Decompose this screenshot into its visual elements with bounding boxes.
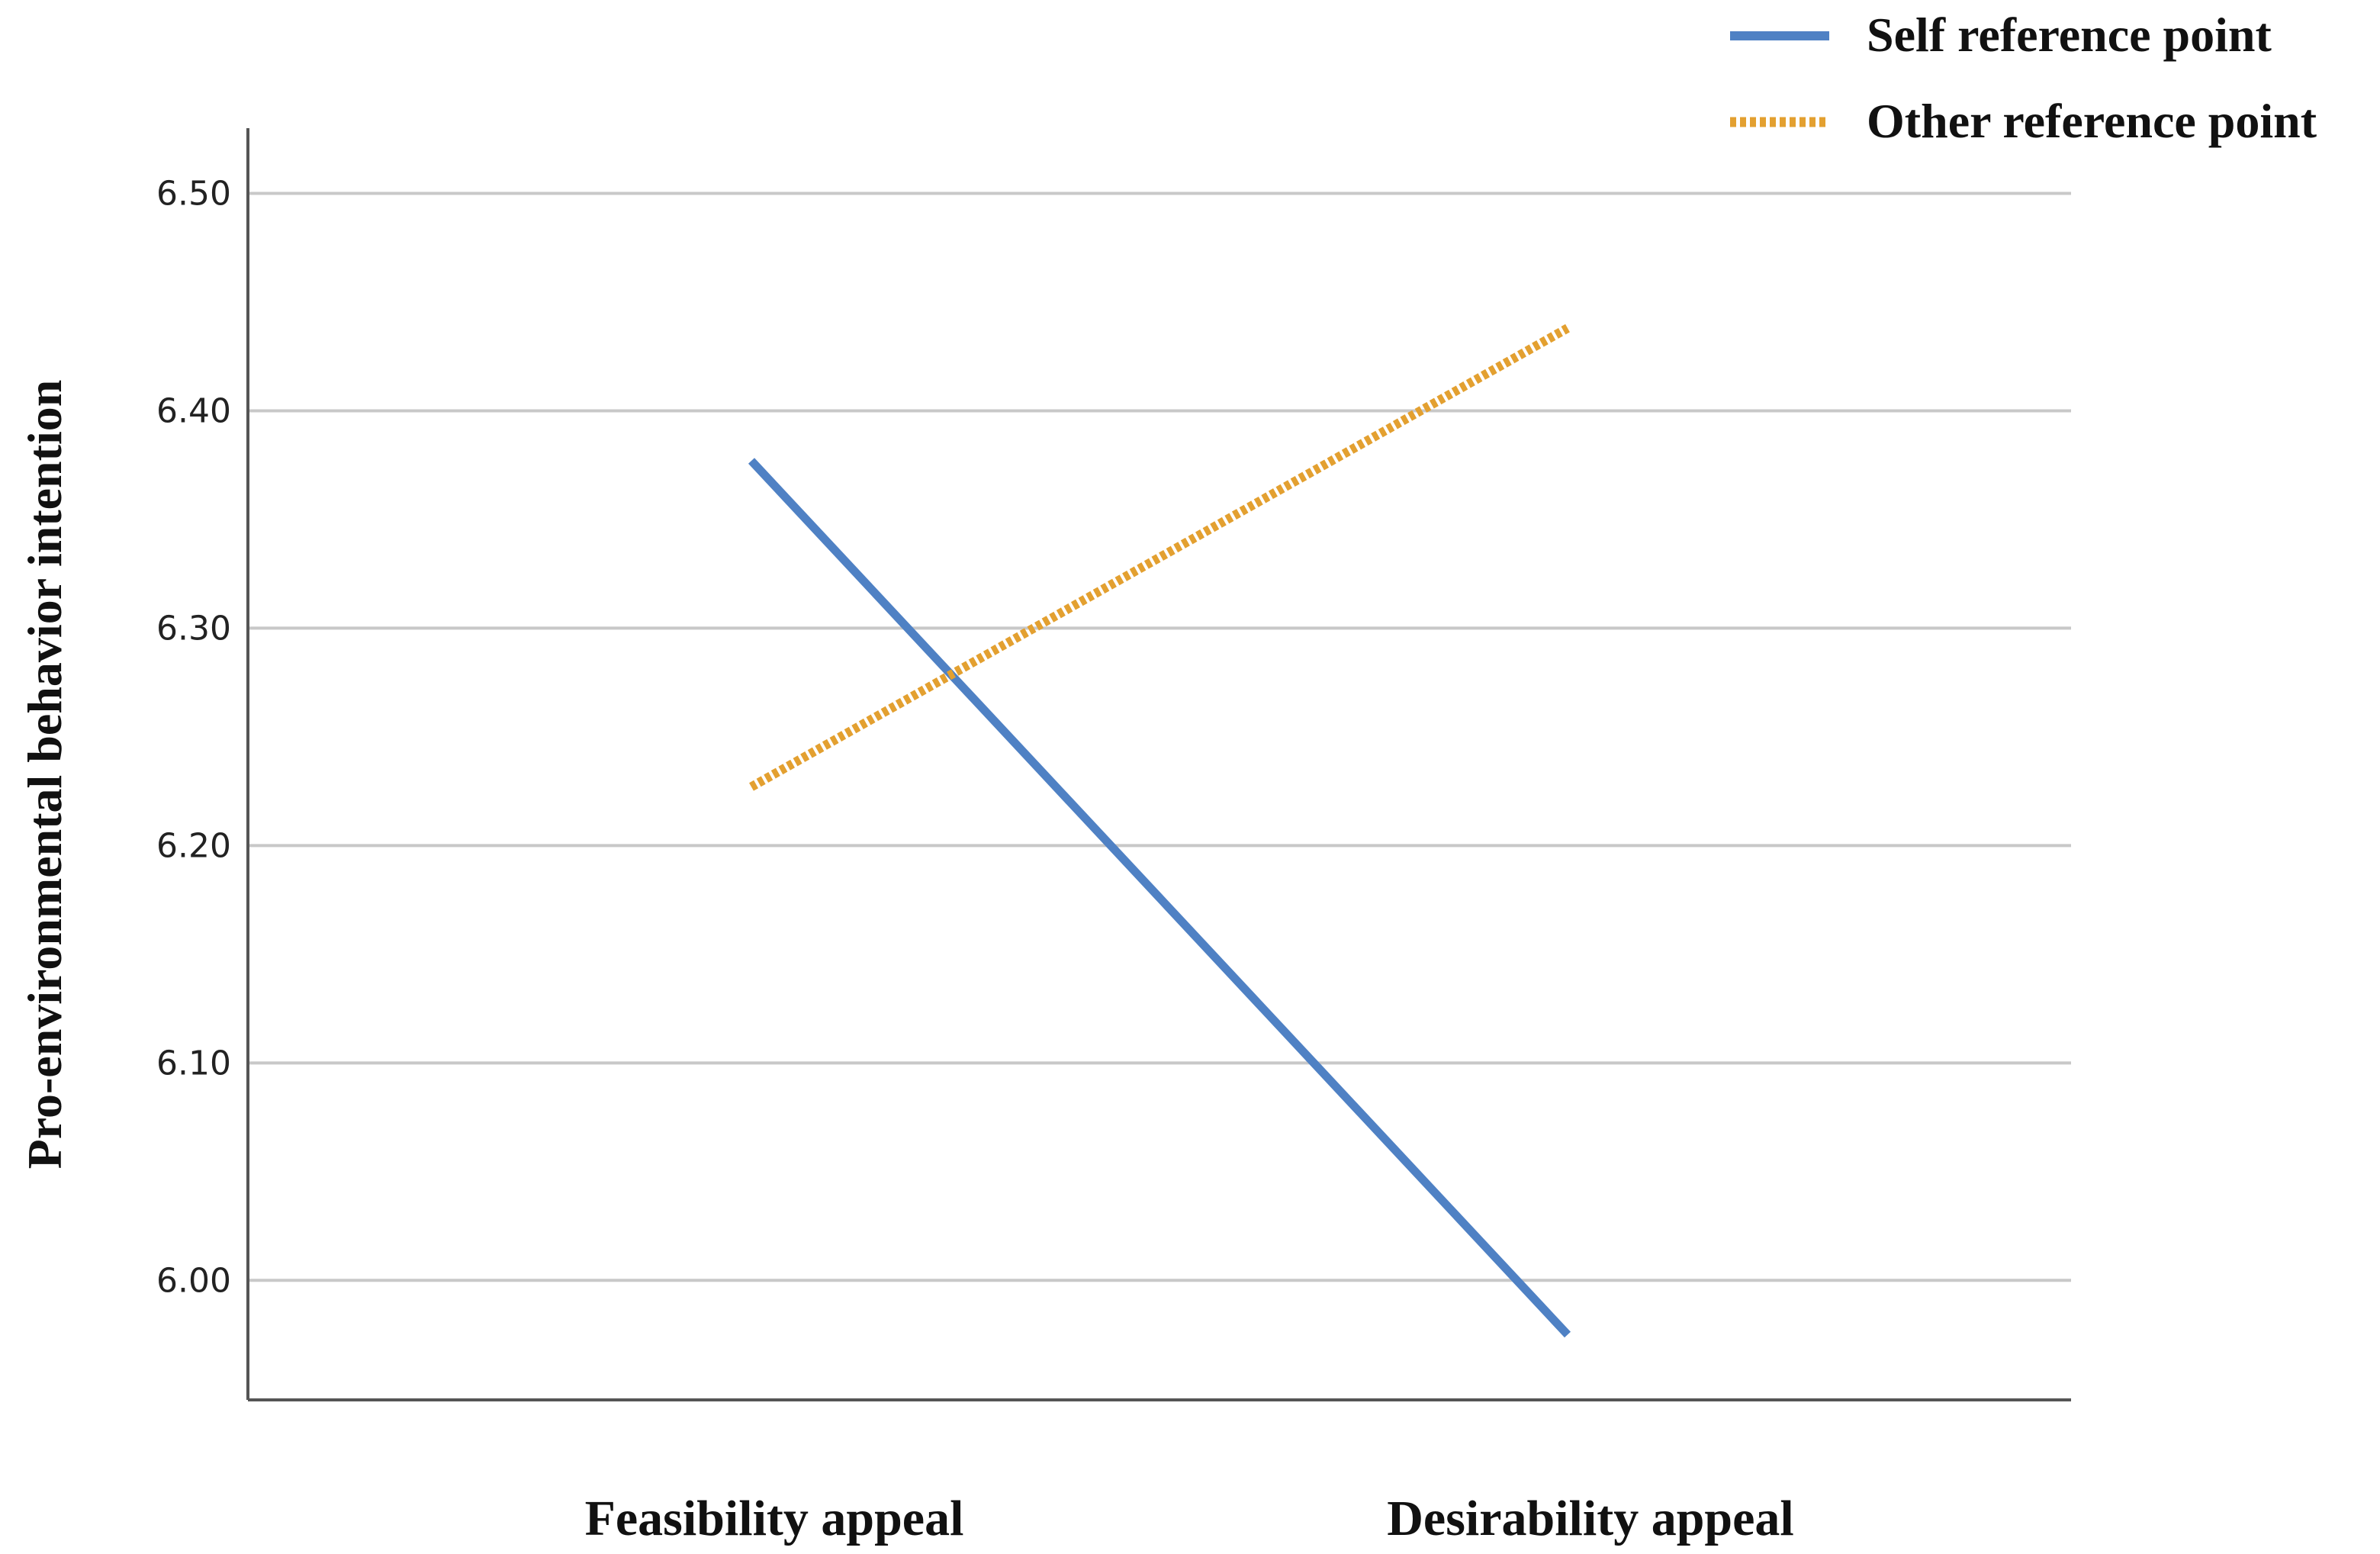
y-tick-label: 6.30 [156, 609, 231, 648]
legend-label-other: Other reference point [1867, 94, 2317, 148]
series-line-self [748, 458, 1571, 1338]
y-tick-label: 6.10 [156, 1044, 231, 1083]
series-line-other [749, 323, 1570, 791]
y-tick-label: 6.20 [156, 826, 231, 865]
y-tick-label: 6.40 [156, 391, 231, 430]
x-category-label: Desirability appeal [1387, 1491, 1794, 1546]
series-lines [748, 323, 1571, 1338]
y-tick-label: 6.50 [156, 174, 231, 213]
x-category-label: Feasibility appeal [585, 1491, 964, 1546]
legend-label-self: Self reference point [1867, 8, 2272, 62]
y-tick-label: 6.00 [156, 1261, 231, 1300]
legend: Self reference point Other reference poin… [1730, 8, 2317, 148]
y-tick-labels: 6.00 6.10 6.20 6.30 6.40 6.50 [156, 174, 231, 1300]
gridlines [248, 191, 2071, 1282]
x-category-labels: Feasibility appeal Desirability appeal [585, 1491, 1794, 1546]
y-axis-title: Pro-environmental behavior intention [18, 380, 72, 1170]
axes [246, 128, 2071, 1401]
